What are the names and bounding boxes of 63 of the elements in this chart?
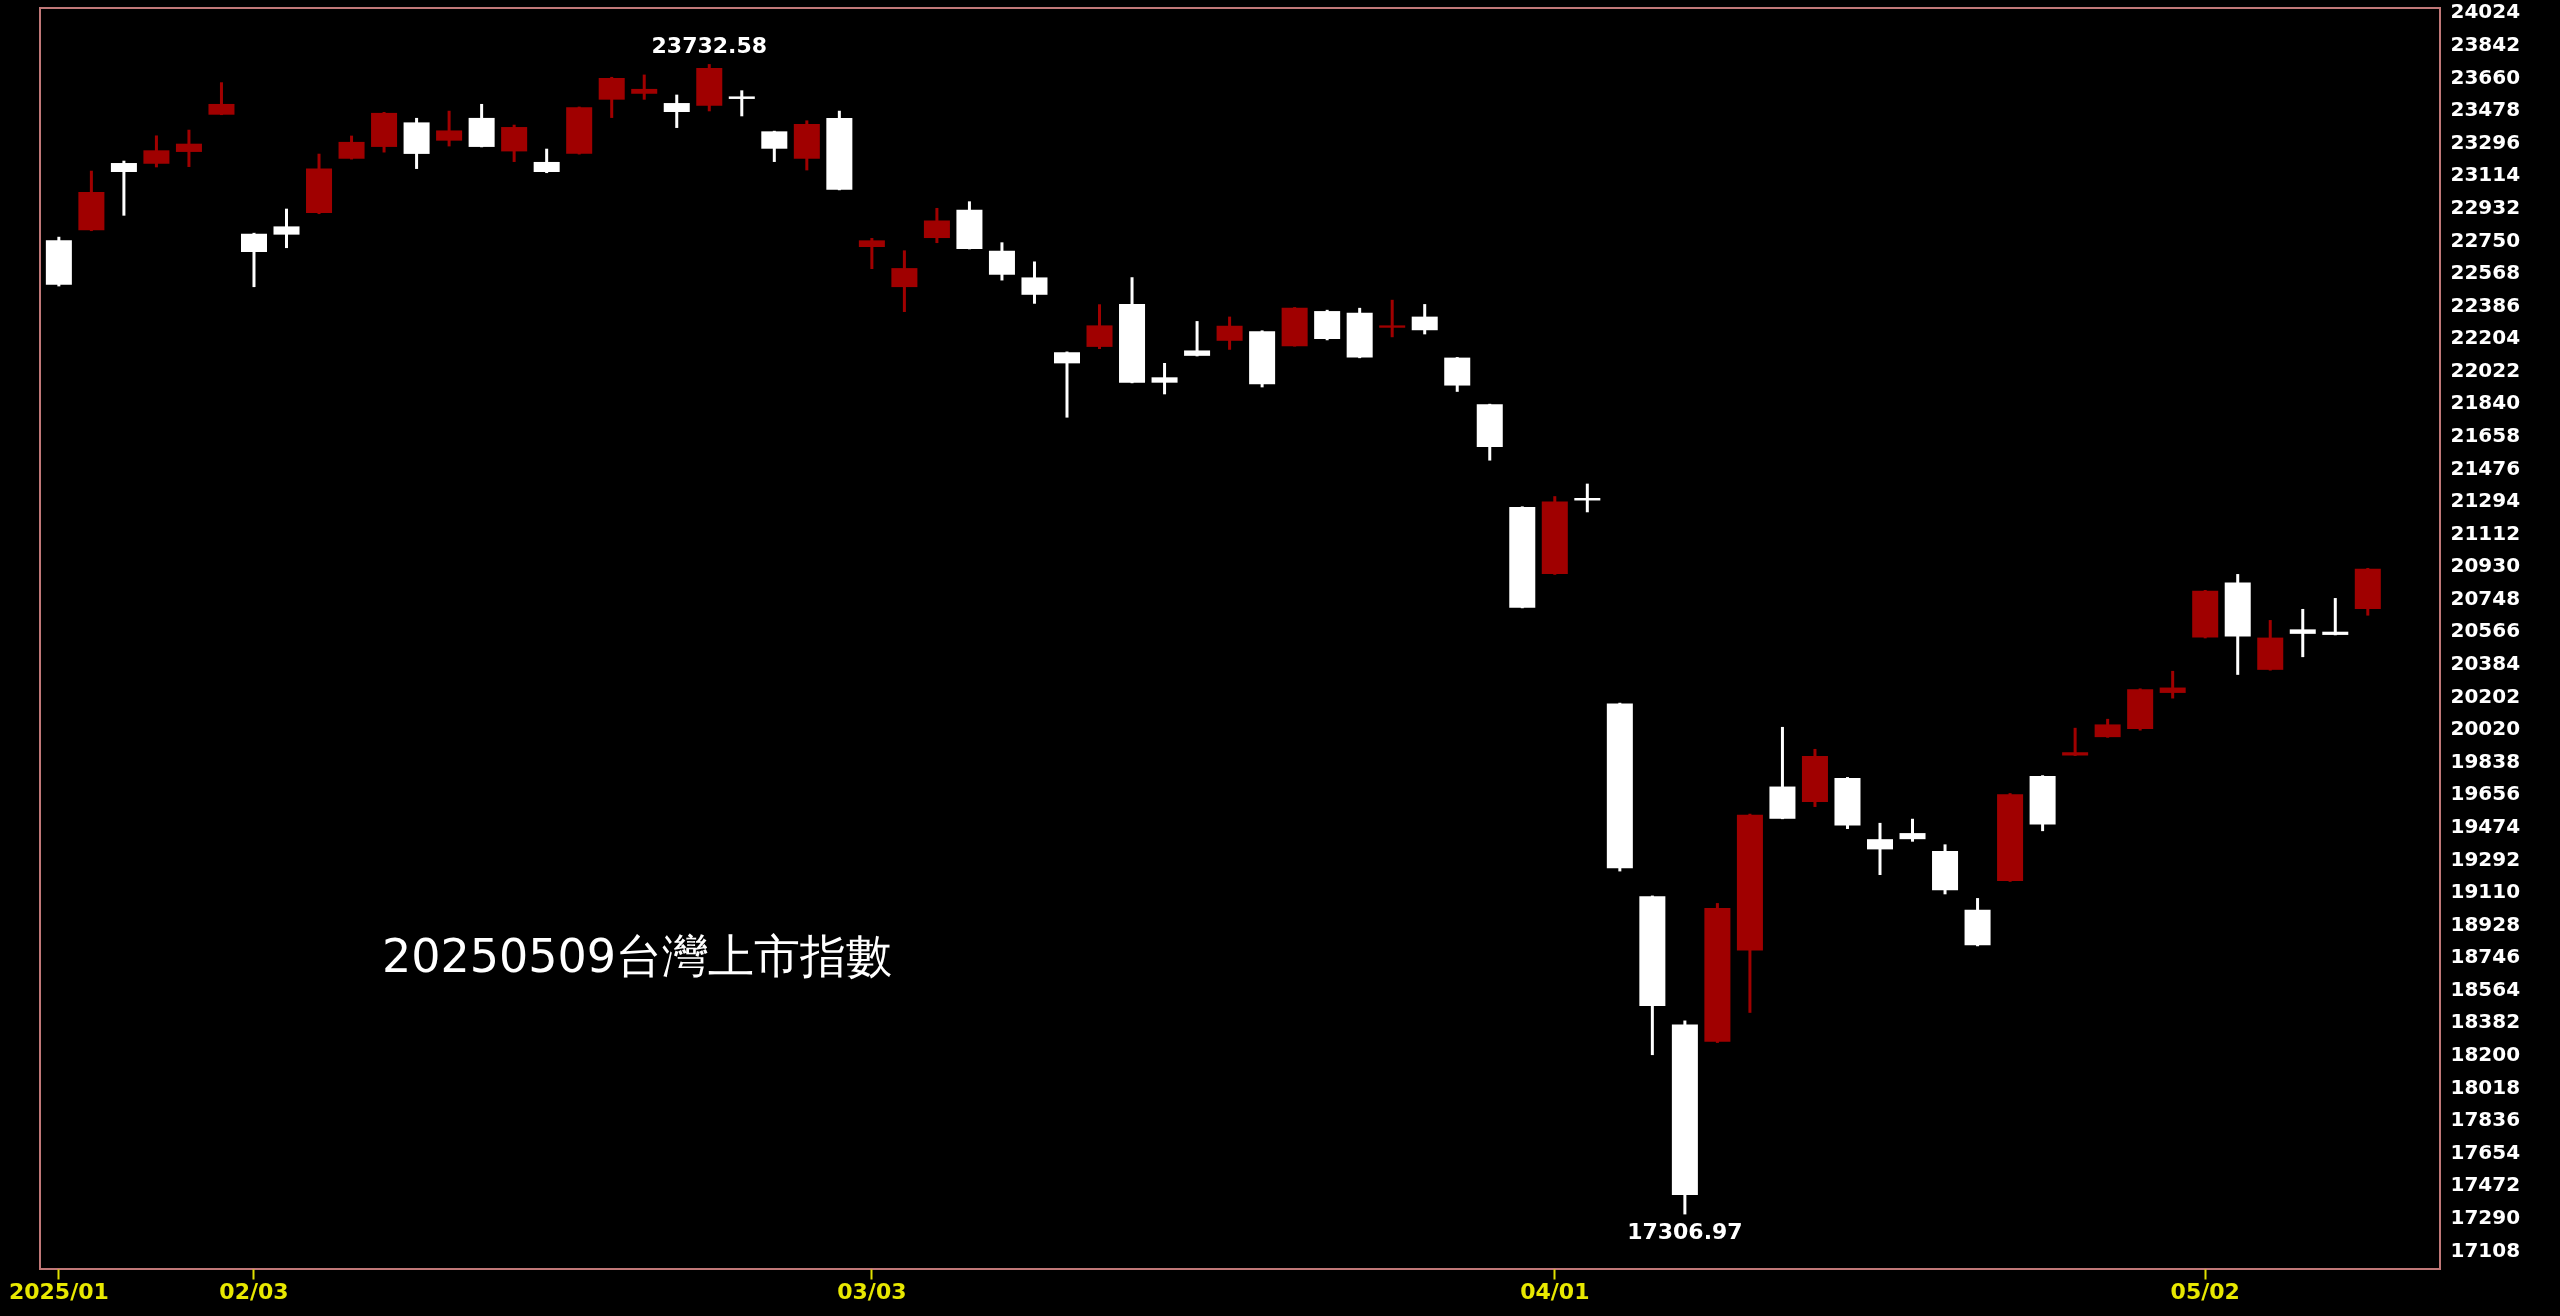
y-tick-label: 23478 [2450, 97, 2521, 122]
y-tick-label: 24024 [2450, 0, 2521, 24]
candlestick [2062, 726, 2089, 756]
y-tick-label: 17836 [2450, 1107, 2521, 1132]
candlestick [1151, 362, 1178, 395]
x-tick-label: 05/02 [2170, 1278, 2240, 1304]
y-tick-label: 18746 [2450, 944, 2521, 969]
y-tick-label: 23296 [2450, 129, 2521, 154]
y-tick-label: 17654 [2450, 1139, 2521, 1164]
y-tick-label: 21294 [2450, 488, 2521, 513]
y-tick-label: 18564 [2450, 976, 2521, 1001]
x-tick-label: 03/03 [837, 1278, 907, 1304]
candlestick [2159, 669, 2186, 699]
candlestick [110, 160, 137, 216]
candlestick [631, 74, 658, 100]
y-tick-label: 22932 [2450, 194, 2521, 219]
y-tick-label: 22750 [2450, 227, 2521, 252]
y-tick-label: 23114 [2450, 162, 2521, 187]
y-tick-label: 20384 [2450, 651, 2521, 676]
text: 20250509台灣上市指數 [382, 929, 893, 983]
y-tick-label: 19656 [2450, 781, 2521, 806]
y-tick-label: 21658 [2450, 422, 2521, 447]
y-tick-label: 20020 [2450, 716, 2521, 741]
x-tick-label: 2025/01 [8, 1278, 109, 1304]
candlestick [533, 148, 560, 175]
y-tick-label: 19474 [2450, 813, 2521, 838]
annotation: 17306.97 [1627, 1219, 1743, 1245]
y-tick-label: 22386 [2450, 292, 2521, 317]
candlestick [273, 208, 300, 250]
y-tick-label: 22568 [2450, 260, 2521, 285]
y-tick-label: 20748 [2450, 585, 2521, 610]
candlestick [728, 90, 755, 117]
x-tick-label: 04/01 [1520, 1278, 1590, 1304]
candlestick [1899, 817, 1926, 842]
y-tick-label: 23660 [2450, 64, 2521, 89]
y-tick-label: 18200 [2450, 1042, 2521, 1067]
y-tick-label: 18928 [2450, 911, 2521, 936]
y-tick-label: 21112 [2450, 520, 2521, 545]
candlestick [663, 94, 690, 128]
y-tick-label: 21840 [2450, 390, 2521, 415]
candlestick [1866, 821, 1894, 875]
candlestick [175, 129, 202, 167]
candlestick [2289, 607, 2316, 659]
x-tick-label: 02/03 [219, 1278, 289, 1304]
y-tick-label: 19292 [2450, 846, 2521, 871]
y-tick-label: 23842 [2450, 32, 2521, 57]
y-tick-label: 17108 [2450, 1237, 2521, 1262]
y-tick-label: 18382 [2450, 1009, 2521, 1034]
y-tick-label: 17290 [2450, 1204, 2521, 1229]
y-tick-label: 22022 [2450, 357, 2521, 382]
y-tick-label: 17472 [2450, 1172, 2521, 1197]
candlestick [858, 238, 885, 270]
y-tick-label: 20930 [2450, 553, 2521, 578]
y-tick-label: 21476 [2450, 455, 2521, 480]
y-tick-label: 20566 [2450, 618, 2521, 643]
y-tick-label: 19838 [2450, 748, 2521, 773]
y-tick-label: 19110 [2450, 879, 2521, 904]
annotation: 23732.58 [651, 33, 768, 59]
y-tick-label: 18018 [2450, 1074, 2521, 1099]
candlestick [2322, 598, 2349, 636]
y-tick-label: 20202 [2450, 683, 2521, 708]
candlestick [1379, 298, 1406, 339]
y-tick-label: 22204 [2450, 325, 2521, 350]
